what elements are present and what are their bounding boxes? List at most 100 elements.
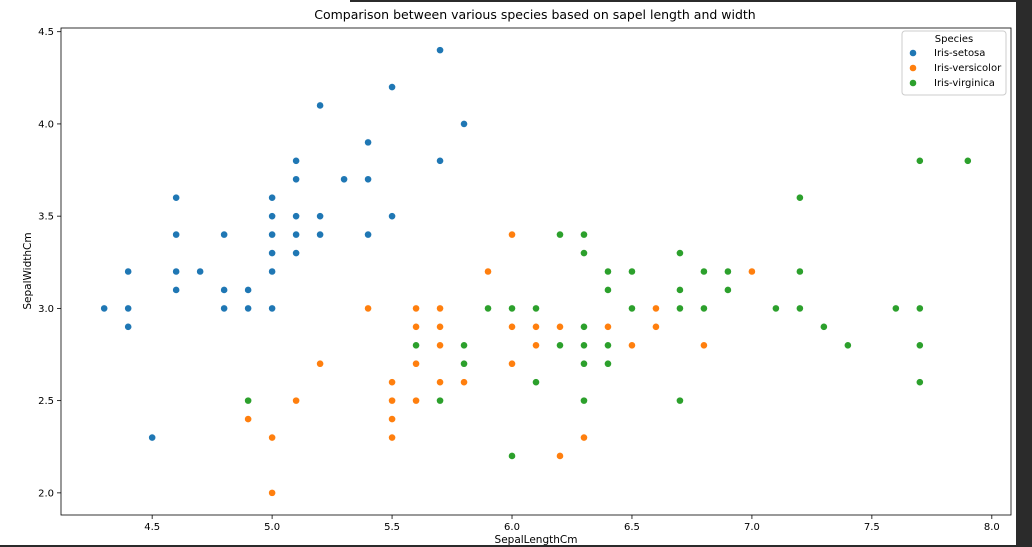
data-point [388,212,396,221]
data-point [244,304,253,313]
data-point [220,230,229,239]
data-point [364,304,372,313]
data-point [915,341,924,350]
data-point [316,101,324,110]
data-point [628,267,636,276]
legend-label: Iris-virginica [934,78,995,89]
data-point [580,396,588,405]
series-iris-setosa [100,46,468,442]
data-point [556,230,564,239]
data-point [268,193,277,202]
data-point [748,267,756,276]
data-point [604,267,612,276]
data-point [556,452,564,460]
data-point [292,230,301,239]
data-point [364,175,372,184]
data-point [915,378,924,387]
data-point [388,378,396,387]
data-point [532,341,540,350]
data-point [508,304,516,313]
data-point [220,286,229,294]
data-point [388,415,396,423]
data-point [724,286,732,294]
data-point [963,156,972,165]
data-point [819,322,828,331]
data-point [364,230,372,239]
data-point [652,304,660,313]
data-point [292,175,301,184]
data-point [580,341,588,350]
data-point [915,304,924,313]
data-point [268,230,277,239]
data-point [915,156,924,165]
series-layer [100,46,972,497]
legend-items: Iris-setosa Iris-versicolor Iris-virginica [909,48,1002,89]
data-point [172,230,181,239]
data-point [580,433,588,442]
data-point [795,304,804,313]
data-point [316,230,324,239]
data-point [508,230,516,239]
data-point [532,378,540,387]
data-point [412,304,420,313]
data-point [604,286,612,294]
data-point [244,286,253,294]
y-tick-label: 3.5 [38,212,54,223]
data-point [220,304,229,313]
legend-box [901,30,1007,96]
data-point [316,212,324,221]
x-tick-label: 6.5 [624,522,640,533]
data-point [244,396,253,405]
data-point [700,267,708,276]
data-point [580,249,588,257]
data-point [268,433,277,442]
series-iris-virginica [244,156,972,460]
data-point [676,286,684,294]
data-point [436,322,444,331]
x-tick-label: 7.0 [744,522,760,533]
data-point [268,212,277,221]
data-point [556,341,564,350]
x-tick-label: 4.5 [144,522,160,533]
data-point [412,396,420,405]
data-point [436,378,444,387]
y-axis: 2.0 2.5 3.0 3.5 4.0 4.5 [38,27,61,499]
y-tick-label: 4.0 [38,119,54,130]
data-point [124,304,133,313]
x-tick-label: 6.0 [504,522,520,533]
data-point [244,415,253,423]
data-point [172,193,181,202]
plot-area [60,27,1012,516]
y-tick-label: 3.0 [38,304,54,315]
x-tick-label: 7.5 [864,522,880,533]
data-point [124,267,133,276]
top-dark-edge [350,0,1032,2]
data-point [700,304,708,313]
data-point [460,341,468,350]
legend-label: Iris-versicolor [934,63,1002,74]
data-point [843,341,852,350]
data-point [268,267,277,276]
data-point [100,304,109,313]
right-dark-edge [1016,0,1032,547]
y-tick-label: 2.5 [38,396,54,407]
data-point [412,322,420,331]
data-point [436,396,444,405]
axes-frame [60,27,1012,516]
x-axis-label: SepalLengthCm [495,534,578,546]
data-point [172,286,181,294]
legend-marker [909,49,917,57]
chart-title: Comparison between various species based… [314,7,755,22]
x-axis: 4.5 5.0 5.5 6.0 6.5 7.0 7.5 8.0 [144,515,1000,533]
data-point [676,396,684,405]
x-tick-label: 8.0 [984,522,1000,533]
data-point [124,322,133,331]
data-point [340,175,348,184]
data-point [556,322,564,331]
legend-marker [909,79,917,87]
x-tick-label: 5.5 [384,522,400,533]
data-point [148,433,157,442]
x-tick-label: 5.0 [264,522,280,533]
